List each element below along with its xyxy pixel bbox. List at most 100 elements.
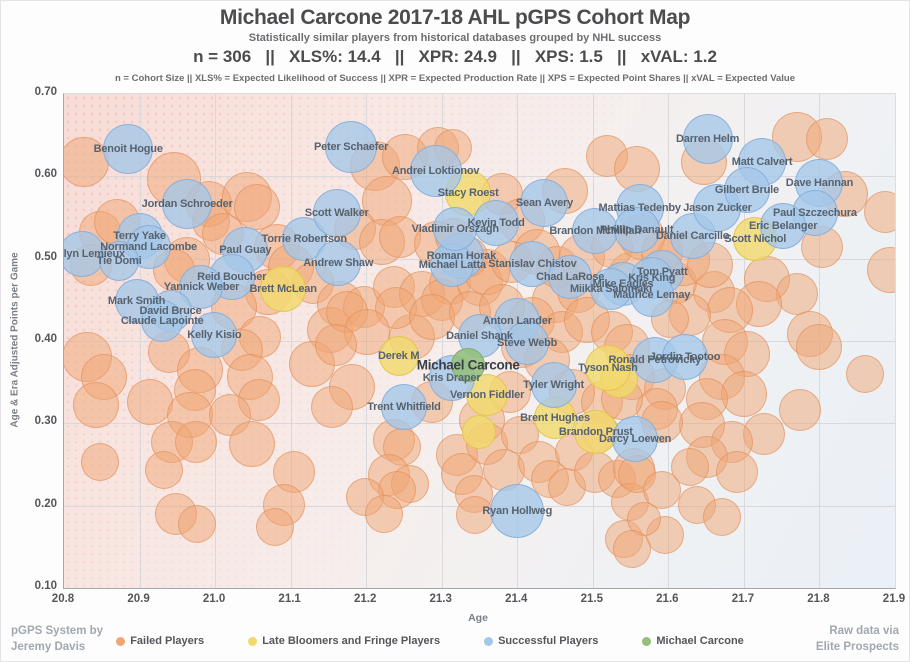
page-title: Michael Carcone 2017-18 AHL pGPS Cohort … — [219, 6, 691, 29]
player-label: Vernon Fiddler — [449, 389, 525, 402]
player-label: Miikka Salomaki — [569, 283, 652, 296]
credit-right: Raw data via Elite Prospects — [816, 623, 899, 655]
player-label: Chad LaRose — [536, 270, 605, 283]
player-label: Michael Carcone — [416, 357, 520, 373]
player-bubble — [505, 321, 550, 366]
player-label: Reid Boucher — [197, 270, 267, 283]
player-bubble — [572, 208, 619, 255]
credit-right-line2: Elite Prospects — [815, 641, 899, 653]
cohort-bubble — [379, 216, 422, 259]
player-label: Daniel Shank — [446, 330, 513, 343]
player-bubble — [378, 335, 419, 376]
x-axis-tick-label: 21.2 — [353, 593, 377, 605]
y-axis-tick-label: 0.10 — [34, 580, 57, 592]
x-axis-tick-label: 21.4 — [505, 593, 528, 605]
player-label: Mike Eagles — [592, 278, 654, 291]
legend-item-late-bloomers: Late Bloomers and Fringe Players — [248, 635, 440, 647]
cohort-bubble — [864, 190, 895, 233]
player-bubble — [191, 312, 238, 359]
successful-players-dot-icon — [484, 636, 494, 646]
x-axis-tick-label: 21.1 — [278, 593, 301, 605]
player-label: Tie Domi — [96, 255, 142, 268]
y-axis-tick-label: 0.60 — [34, 168, 57, 181]
cohort-bubble — [806, 118, 848, 161]
player-bubble — [103, 124, 154, 175]
legend-item-failed: Failed Players — [116, 635, 204, 647]
player-label: Dave Hannan — [785, 176, 854, 189]
player-label: Sean Avery — [515, 196, 574, 209]
chart-legend: Failed Players Late Bloomers and Fringe … — [81, 635, 779, 647]
player-label: Paul Szczechura — [772, 207, 857, 220]
y-axis-tick-label: 0.40 — [34, 333, 57, 345]
cohort-bubble — [845, 354, 884, 393]
player-bubble — [548, 254, 593, 299]
player-label: Tyler Wright — [523, 379, 584, 392]
player-label: Darren Helm — [676, 133, 740, 146]
cohort-bubble — [461, 415, 496, 450]
player-label: Brett McLean — [249, 283, 317, 296]
chart-subtitle: Statistically similar players from histo… — [248, 32, 662, 44]
player-bubble — [573, 410, 618, 455]
player-bubble — [141, 300, 184, 343]
player-label: Andrew Shaw — [303, 256, 374, 269]
player-bubble — [312, 188, 361, 237]
player-label: Ronald Petrovicky — [608, 353, 702, 366]
player-label: Vladimir Orszagh — [411, 223, 499, 236]
cohort-bubble — [365, 494, 404, 533]
player-label: Scott Nichol — [724, 232, 787, 245]
cohort-bubble — [229, 420, 276, 467]
cohort-bubble — [177, 504, 216, 543]
player-label: Stanislav Chistov — [488, 258, 577, 271]
player-bubble — [629, 272, 674, 317]
plot-area: Stacy Roest Brett McLean Scott Nichol Derek… — [63, 93, 896, 589]
player-label: Jason Zucker — [683, 202, 752, 215]
legend-item-successful: Successful Players — [484, 635, 598, 647]
player-label: Ryan Hollweg — [482, 504, 553, 517]
player-label: Yannick Weber — [163, 280, 240, 293]
credit-right-line1: Raw data via — [829, 625, 899, 637]
x-axis-tick-label: 21.5 — [580, 593, 603, 605]
player-bubble — [520, 178, 569, 227]
chart-definitions-line: n = Cohort Size || XLS% = Expected Likel… — [114, 73, 796, 84]
player-bubble — [64, 230, 106, 277]
player-label: Benoit Hogue — [93, 143, 163, 156]
cohort-bubble — [255, 508, 294, 547]
player-label: Trent Whitfield — [367, 400, 441, 413]
legend-item-carcone: Michael Carcone — [642, 635, 744, 647]
failed-players-dot-icon — [116, 636, 126, 646]
player-bubble — [530, 362, 577, 409]
player-bubble — [723, 166, 770, 213]
player-bubble — [325, 120, 378, 173]
player-label: Brandon McMillan — [549, 225, 641, 238]
player-label: Matt Calvert — [731, 156, 793, 169]
player-bubble — [760, 202, 807, 249]
player-bubble — [661, 334, 708, 381]
y-axis-tick-label: 0.20 — [34, 497, 57, 510]
cohort-bubble — [175, 421, 218, 464]
player-label: Kelly Kisio — [187, 329, 242, 342]
y-axis-tick-label: 0.70 — [34, 86, 57, 98]
cohort-bubble — [866, 247, 895, 294]
cohort-bubble — [778, 389, 821, 432]
credit-left: pGPS System by Jeremy Davis — [11, 623, 103, 655]
cohort-bubble — [64, 137, 109, 188]
x-axis-tick-label: 21.6 — [656, 593, 679, 605]
x-axis-tick-label: 21.0 — [202, 593, 226, 605]
player-label: Tyson Nash — [578, 362, 638, 375]
player-label: Kris Draper — [422, 372, 481, 385]
x-axis-tick-label: 21.9 — [882, 593, 906, 605]
player-label: Maurice Lemay — [613, 288, 691, 301]
michael-carcone-dot-icon — [642, 636, 652, 646]
player-label: Tom Pyatt — [637, 265, 688, 278]
player-label: Mark Smith — [107, 295, 166, 308]
player-bubble — [380, 383, 427, 430]
player-label: Paul Guay — [219, 243, 272, 256]
legend-label: Late Bloomers and Fringe Players — [262, 635, 441, 647]
player-bubble — [584, 345, 631, 392]
cohort-bubble — [613, 530, 652, 569]
player-label: Normand Lacombe — [100, 241, 197, 254]
cohort-bubble — [234, 183, 281, 230]
player-bubble — [433, 207, 478, 252]
player-bubble — [162, 179, 213, 230]
